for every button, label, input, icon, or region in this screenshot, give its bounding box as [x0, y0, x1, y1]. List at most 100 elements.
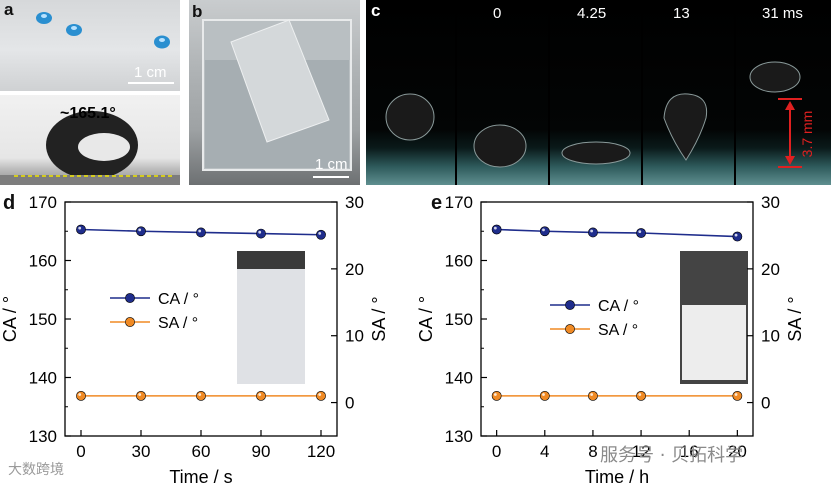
panel-label-c: c	[371, 1, 381, 20]
scale-label: 1 cm	[134, 64, 167, 81]
frame-time-label: 4.25	[577, 5, 607, 22]
frame-1	[366, 0, 455, 185]
chart-d: 130 140 150 160 170 0 10 20 30 0 30 60 90 120 Time / s…	[0, 193, 389, 486]
watermark-left: 大数跨境	[8, 462, 64, 478]
panel-c-droplet-impact-sequence: 3.7 mm c 0 4.25 13 31 ms	[366, 0, 831, 185]
contact-angle-label: ~165.1°	[60, 105, 116, 122]
y-right-tick-label: 10	[761, 327, 780, 346]
arrow-head-down	[785, 156, 795, 165]
data-point-highlight	[318, 231, 322, 235]
legend-marker	[565, 324, 575, 334]
x-tick-label: 16	[680, 442, 699, 461]
y-left-axis-label: CA / °	[0, 296, 20, 342]
panel-label-d: d	[3, 192, 16, 214]
legend-marker	[125, 317, 135, 327]
height-label: 3.7 mm	[799, 111, 815, 158]
data-point	[588, 227, 598, 238]
y-left-tick-label: 150	[29, 310, 57, 329]
y-left-tick-label: 130	[445, 427, 473, 446]
x-tick-label: 120	[307, 442, 335, 461]
data-point-highlight	[493, 393, 497, 396]
data-point-highlight	[138, 393, 142, 396]
panel-b-beaker-photo: b 1 cm	[189, 0, 360, 185]
data-point	[636, 228, 646, 238]
inset-photo-sample	[682, 305, 746, 380]
data-point	[491, 224, 502, 235]
series-line	[496, 228, 738, 238]
data-point	[196, 390, 206, 401]
legend-label: CA / °	[598, 298, 639, 315]
data-point-highlight	[638, 230, 642, 234]
data-point	[256, 390, 266, 401]
data-point-highlight	[318, 393, 322, 396]
chart-e: 130 140 150 160 170 0 10 20 30 0 4 8 12 16 20 Time / h C…	[416, 193, 805, 486]
data-point-highlight	[542, 228, 545, 232]
y-left-tick-label: 160	[29, 252, 57, 271]
panel-label-b: b	[192, 2, 203, 21]
y-left-tick-label: 140	[29, 369, 57, 388]
inset-photo-top	[237, 251, 305, 269]
y-right-tick-label: 20	[761, 260, 780, 279]
y-right-tick-label: 30	[761, 193, 780, 212]
y-right-tick-label: 0	[345, 394, 354, 413]
contact-angle-illustration	[0, 111, 180, 185]
y-left-tick-label: 170	[29, 193, 57, 212]
panel-label-e: e	[431, 192, 443, 214]
frame-time-label: 13	[673, 5, 690, 22]
y-left-tick-label: 170	[445, 193, 473, 212]
droplet-frame-3	[561, 141, 631, 165]
legend-label: SA / °	[158, 315, 198, 332]
data-point	[732, 231, 743, 242]
x-tick-label: 0	[492, 442, 501, 461]
y-right-tick-label: 0	[761, 394, 770, 413]
data-point	[196, 227, 206, 238]
y-right-axis-label: SA / °	[785, 296, 805, 341]
watermark-right: 服务号 · 贝拓科学	[600, 445, 744, 466]
arrow-head-up	[785, 101, 795, 110]
data-point-highlight	[638, 393, 642, 396]
frame-5	[736, 0, 831, 185]
y-left-tick-label: 160	[445, 252, 473, 271]
data-point	[491, 390, 502, 401]
data-point-highlight	[542, 393, 545, 396]
substrate	[0, 175, 180, 185]
legend-label: SA / °	[598, 322, 638, 339]
data-point	[636, 390, 646, 401]
droplet-frame-5	[749, 61, 801, 93]
data-point-highlight	[493, 226, 497, 230]
x-tick-label: 12	[632, 442, 651, 461]
droplet-frame-1	[385, 93, 435, 141]
y-left-tick-label: 140	[445, 369, 473, 388]
scale-label: 1 cm	[315, 156, 348, 173]
x-tick-label: 60	[192, 442, 211, 461]
scale-bar	[313, 176, 349, 178]
data-point	[588, 390, 598, 401]
y-left-tick-label: 150	[445, 310, 473, 329]
data-point	[76, 224, 86, 235]
data-point-highlight	[138, 228, 142, 232]
x-axis-label: Time / h	[585, 467, 649, 486]
panel-a-contact-angle-photo: ~165.1°	[0, 95, 180, 185]
y-left-axis-label: CA / °	[416, 296, 436, 342]
droplet-highlight	[71, 26, 77, 30]
droplets-illustration	[36, 12, 174, 84]
impact-sequence-drawing: 3.7 mm	[385, 61, 815, 168]
frame-time-label: 0	[493, 5, 502, 22]
data-point-highlight	[258, 230, 262, 234]
legend-marker	[565, 300, 575, 310]
data-point-highlight	[734, 233, 738, 237]
data-point-highlight	[590, 229, 594, 233]
y-right-tick-label: 10	[345, 327, 364, 346]
x-tick-label: 0	[76, 442, 85, 461]
x-tick-label: 20	[728, 442, 747, 461]
droplet-frame-2	[473, 124, 527, 168]
x-axis-label: Time / s	[169, 467, 232, 486]
data-point	[539, 226, 550, 237]
legend-label: CA / °	[158, 291, 199, 308]
x-tick-label: 8	[588, 442, 597, 461]
droplet-frame-4	[663, 93, 708, 161]
data-point-highlight	[198, 229, 202, 233]
frame-time-label: 31 ms	[762, 5, 803, 22]
droplet-reflection	[78, 133, 130, 161]
data-point	[76, 390, 86, 401]
